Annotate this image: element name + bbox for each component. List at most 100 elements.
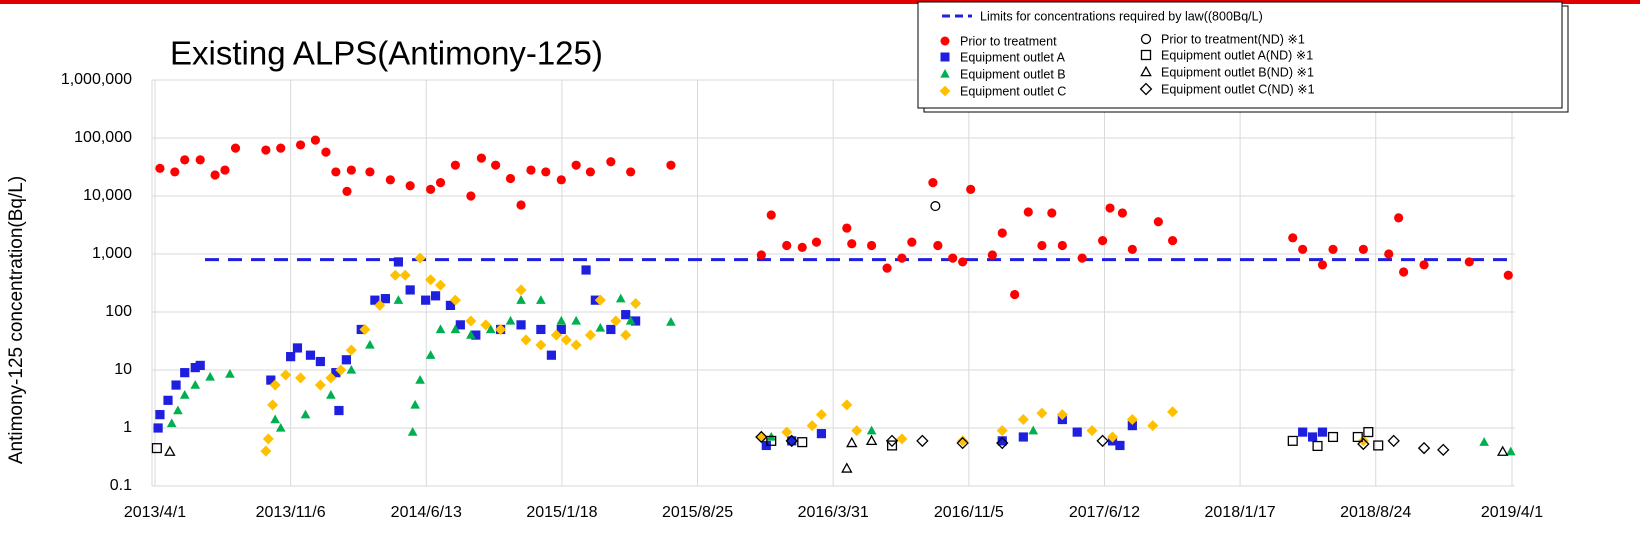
marker [615,293,626,303]
y-tick-label: 1,000 [92,245,132,262]
marker [866,240,877,251]
marker [435,324,446,334]
marker [594,294,606,306]
marker [896,433,908,445]
marker [766,210,776,220]
x-tick-label: 2016/3/31 [798,504,869,521]
marker [1327,431,1339,443]
marker [1394,213,1404,223]
marker [865,434,878,446]
marker [585,167,596,177]
marker [1056,409,1068,421]
marker [1140,33,1152,45]
y-tick-label: 10 [114,361,132,378]
marker [556,175,566,185]
marker [1127,244,1137,255]
marker [997,436,1007,446]
marker [275,422,286,432]
marker [536,324,546,335]
x-tick-label: 2018/1/17 [1205,504,1276,521]
marker [815,409,827,421]
marker [541,167,551,177]
y-tick-label: 100 [105,303,132,320]
plot-area: 0.1 1 10 100 1,000 10,000 100,000 1,000,000 2013… [61,71,1543,521]
y-tick-label: 100,000 [74,129,132,146]
marker [334,405,344,416]
marker [520,334,532,346]
marker [1147,420,1159,432]
marker [1288,233,1298,243]
marker [1072,427,1082,437]
marker [1140,49,1152,61]
marker [1298,427,1308,437]
marker [286,352,296,362]
marker [939,85,951,97]
marker [933,240,943,251]
marker [1357,435,1369,447]
marker [928,178,938,188]
marker [1387,434,1400,448]
chart-title: Existing ALPS(Antimony-125) [170,35,603,72]
marker [170,167,180,177]
marker [276,143,286,153]
marker [505,173,516,184]
marker [987,250,997,260]
marker [195,360,205,371]
marker [262,433,274,445]
marker [1126,414,1138,426]
marker [261,145,271,155]
marker [1328,244,1338,255]
marker [1047,208,1057,218]
marker [1417,441,1431,455]
marker [811,237,822,247]
marker [164,445,176,456]
x-tick-label: 2013/4/1 [124,504,186,521]
marker [449,294,461,306]
marker [940,36,950,46]
marker [571,315,581,325]
marker [866,425,877,435]
marker [260,445,272,457]
marker [450,160,460,170]
marker [435,178,446,188]
y-tick-label: 1 [123,419,132,436]
marker [450,324,461,334]
marker [996,425,1008,437]
marker [940,52,950,62]
marker [958,257,968,267]
marker [1096,434,1109,448]
marker [405,181,415,191]
marker [410,399,420,409]
marker [581,265,591,275]
marker [151,443,162,454]
marker [465,315,477,327]
x-tick-label: 2017/6/12 [1069,504,1140,521]
marker [526,165,536,175]
marker [414,252,426,264]
marker [841,399,853,411]
legend-label: Equipment outlet B(ND) ※1 [1161,65,1314,79]
marker [173,405,183,415]
marker [1419,260,1429,270]
marker [606,324,616,335]
legend-label: Equipment outlet B [960,67,1066,81]
marker [1106,431,1119,443]
marker [266,375,276,385]
marker [315,356,325,367]
marker [1307,432,1318,442]
marker [385,175,395,185]
marker [425,274,437,286]
marker [1086,425,1098,437]
marker [606,157,616,167]
legend-box [917,1,1563,109]
marker [1167,406,1179,418]
marker [305,350,316,360]
marker [341,355,351,365]
marker [1317,260,1328,270]
marker [797,242,807,252]
marker [180,368,190,378]
marker [426,184,436,194]
marker [1479,437,1489,446]
marker [536,295,546,304]
